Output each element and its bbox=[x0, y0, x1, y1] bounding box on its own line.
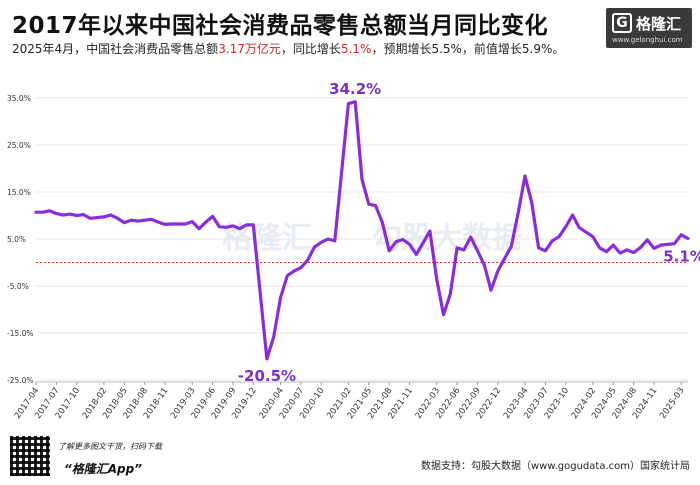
qr-code bbox=[10, 436, 50, 476]
series-layer bbox=[34, 100, 690, 361]
chart-title: 2017年以来中国社会消费品零售总额当月同比变化 bbox=[12, 13, 549, 39]
qr-hint: 了解更多图文干货，扫码下载 bbox=[58, 442, 162, 451]
y-tick-label: -5.0% bbox=[7, 282, 29, 291]
x-tick-label: 2025-03 bbox=[658, 386, 687, 421]
g-logo-icon: G bbox=[612, 13, 632, 33]
y-tick-label: 25.0% bbox=[7, 141, 31, 150]
data-label: 34.2% bbox=[329, 80, 381, 98]
y-tick-label: 35.0% bbox=[7, 94, 31, 103]
data-label: -20.5% bbox=[238, 367, 296, 385]
subtitle-part3: ，预期增长5.5%，前值增长5.9%。 bbox=[371, 42, 565, 56]
series-line bbox=[34, 100, 690, 361]
y-tick-label: -25.0% bbox=[7, 376, 34, 385]
chart-subtitle: 2025年4月，中国社会消费品零售总额3.17万亿元，同比增长5.1%，预期增长… bbox=[12, 40, 564, 57]
y-tick-label: -15.0% bbox=[7, 329, 34, 338]
subtitle-part1: 2025年4月，中国社会消费品零售总额 bbox=[12, 42, 219, 56]
data-source: 数据支持：勾股大数据（www.gogudata.com）国家统计局 bbox=[420, 461, 690, 472]
grid-layer bbox=[36, 97, 688, 381]
y-tick-label: 15.0% bbox=[7, 188, 31, 197]
app-name: “格隆汇App” bbox=[64, 462, 142, 476]
subtitle-part2: ，同比增长 bbox=[280, 42, 341, 56]
subtitle-value: 3.17万亿元 bbox=[218, 42, 281, 56]
brand-logo: G 格隆汇 www.gelonghui.com bbox=[606, 8, 692, 48]
y-tick-label: 5.0% bbox=[7, 235, 26, 244]
axes-layer: -25.0%-15.0%-5.0%5.0%15.0%25.0%35.0%2017… bbox=[7, 94, 688, 421]
data-label: 5.1% bbox=[663, 248, 700, 266]
annotation-layer: 34.2% -20.5% 5.1% bbox=[238, 80, 700, 385]
subtitle-growth: 5.1% bbox=[340, 42, 372, 56]
brand-url: www.gelonghui.com bbox=[612, 36, 683, 44]
brand-name: 格隆汇 bbox=[636, 15, 682, 33]
